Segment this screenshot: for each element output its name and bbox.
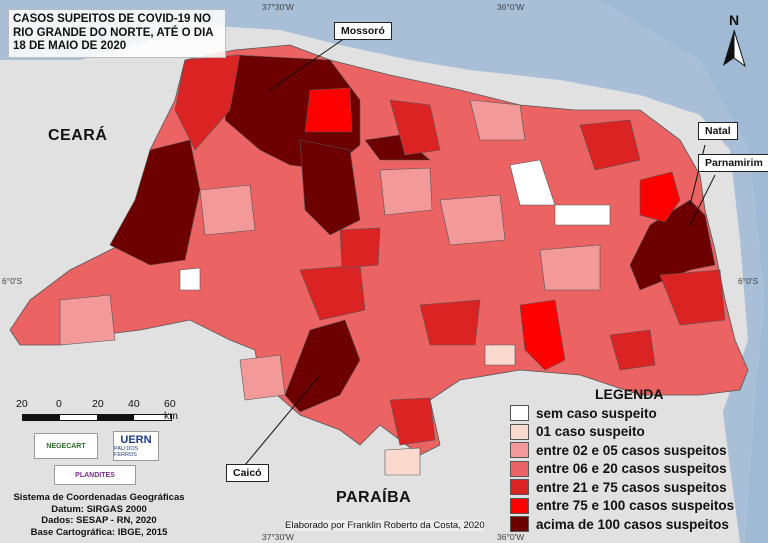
municipality-one <box>484 344 516 366</box>
municipality-natal-region <box>629 199 716 291</box>
municipality-red <box>519 299 566 371</box>
legend-swatch <box>510 423 529 440</box>
municipality-light <box>239 354 286 401</box>
coord-bottom-left: 37°30'W <box>262 532 294 542</box>
callout-parnamirim: Parnamirim <box>698 154 768 172</box>
legend: sem caso suspeito 01 caso suspeito entre… <box>510 404 734 534</box>
legend-label: entre 21 e 75 casos suspeitos <box>536 479 727 495</box>
credit-base: Base Cartográfica: IBGE, 2015 <box>30 526 168 538</box>
credit-datum: Datum: SIRGAS 2000 <box>51 503 147 515</box>
coord-top-left: 37°30'W <box>262 2 294 12</box>
scale-label: 0 <box>56 398 62 410</box>
municipality-light <box>199 184 256 236</box>
credits: Sistema de Coordenadas Geográficas Datum… <box>8 492 190 538</box>
callout-caico: Caicó <box>226 464 269 482</box>
legend-swatch <box>510 460 529 477</box>
plandites-logo: PLANDITES <box>54 465 136 485</box>
leader-caico <box>244 374 321 466</box>
municipality-mid <box>389 397 436 446</box>
municipality-none <box>554 204 611 226</box>
municipality-light <box>439 194 506 246</box>
legend-item: sem caso suspeito <box>510 404 734 423</box>
legend-swatch <box>510 405 529 422</box>
municipality-mid <box>299 264 366 321</box>
scale-label: 60 km <box>164 398 178 422</box>
municipality-light <box>469 99 526 141</box>
municipality-light <box>539 244 601 291</box>
municipality-dark <box>109 139 201 266</box>
credit-system: Sistema de Coordenadas Geográficas <box>13 492 185 503</box>
legend-title: LEGENDA <box>595 386 664 402</box>
ocean-deep <box>600 0 768 543</box>
coord-right-lat: 6°0'S <box>738 276 759 286</box>
credit-dados: Dados: SESAP - RN, 2020 <box>41 515 157 526</box>
ceara-area <box>0 40 170 360</box>
state-label-ceara: CEARÁ <box>48 127 108 144</box>
municipality-one <box>384 447 421 476</box>
legend-label: acima de 100 casos suspeitos <box>536 516 729 532</box>
legend-label: entre 75 e 100 casos suspeitos <box>536 498 735 514</box>
municipality-red <box>639 171 681 223</box>
legend-swatch <box>510 516 529 533</box>
legend-item: entre 06 e 20 casos suspeitos <box>510 460 734 479</box>
municipality-mid <box>579 119 641 171</box>
leader-mossoro <box>269 37 346 91</box>
coord-top-right: 36°0'W <box>497 2 525 12</box>
north-label: N <box>729 12 739 28</box>
map-title: CASOS SUPEITOS DE COVID-19 NO RIO GRANDE… <box>8 9 226 58</box>
legend-label: entre 02 e 05 casos suspeitos <box>536 442 727 458</box>
legend-item: entre 75 e 100 casos suspeitos <box>510 497 734 516</box>
legend-item: entre 02 e 05 casos suspeitos <box>510 441 734 460</box>
legend-item: entre 21 e 75 casos suspeitos <box>510 478 734 497</box>
callout-natal: Natal <box>698 122 738 140</box>
leader-parnamirim <box>689 174 716 226</box>
scale-label: 20 <box>92 398 104 410</box>
scale-label: 20 <box>16 398 28 410</box>
municipality-mid <box>659 269 726 326</box>
uern-logo: UERN PAU DOS FERROS <box>113 431 159 461</box>
author-credit: Elaborado por Franklin Roberto da Costa,… <box>285 520 485 531</box>
north-arrow-icon: N <box>718 12 750 72</box>
municipality-mid <box>174 54 241 151</box>
paraiba-area <box>0 360 740 543</box>
legend-swatch <box>510 442 529 459</box>
legend-label: entre 06 e 20 casos suspeitos <box>536 461 727 477</box>
municipality-dark <box>299 139 361 236</box>
scale-bar: 20 0 20 40 60 km <box>12 398 192 422</box>
municipality-mid <box>339 227 381 269</box>
legend-label: 01 caso suspeito <box>536 424 645 440</box>
municipality-none <box>179 267 201 291</box>
scale-bar-graphic <box>22 414 172 421</box>
uern-sub-label: PAU DOS FERROS <box>114 446 139 458</box>
scale-label: 40 <box>128 398 140 410</box>
legend-swatch <box>510 497 529 514</box>
uern-label: UERN <box>120 434 152 446</box>
municipality-mid <box>389 99 441 156</box>
callout-mossoro: Mossoró <box>334 22 392 40</box>
municipality-light <box>379 167 433 216</box>
negecart-logo: NEGECART <box>34 433 98 459</box>
municipality-mid <box>609 329 656 371</box>
legend-item: 01 caso suspeito <box>510 423 734 442</box>
municipality-mid <box>419 299 481 346</box>
municipality-mossoro <box>304 87 353 133</box>
coord-left-lat: 6°0'S <box>2 276 23 286</box>
coord-bottom-right: 36°0'W <box>497 532 525 542</box>
state-label-paraiba: PARAÍBA <box>336 489 412 506</box>
legend-swatch <box>510 479 529 496</box>
legend-label: sem caso suspeito <box>536 405 657 421</box>
municipality-light <box>59 294 116 346</box>
legend-item: acima de 100 casos suspeitos <box>510 515 734 534</box>
